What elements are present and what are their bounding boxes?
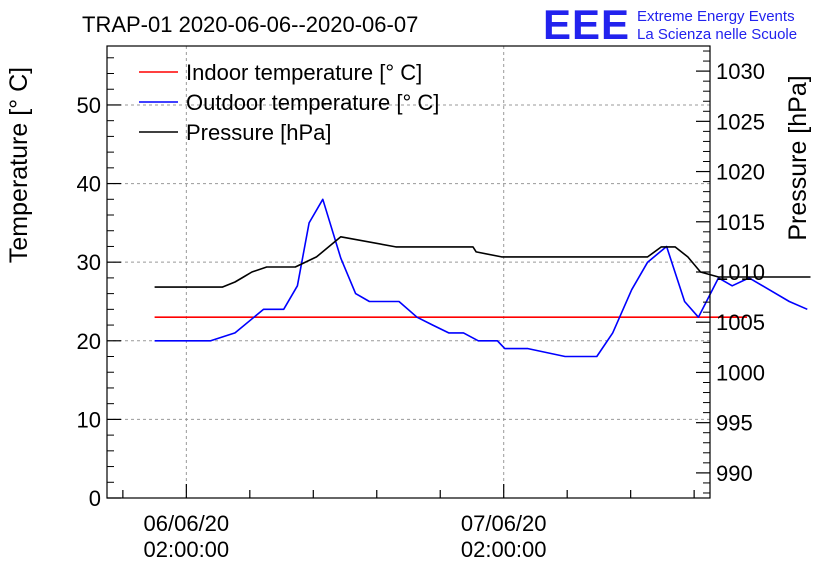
y2-tick-label: 1005 — [716, 310, 765, 335]
y-tick-label: 20 — [77, 329, 101, 354]
eee-logo-line2: La Scienza nelle Scuole — [637, 26, 797, 43]
y2-tick-label: 1020 — [716, 160, 765, 185]
y-axis-label: Temperature [° C] — [5, 67, 33, 263]
series-lines — [154, 198, 811, 358]
x-tick-label-date: 06/06/20 — [144, 511, 230, 536]
legend-pressure-label: Pressure [hPa] — [186, 120, 332, 145]
y2-tick-label: 1010 — [716, 260, 765, 285]
y-tick-label: 40 — [77, 172, 101, 197]
y2-tick-label: 990 — [716, 461, 753, 486]
axes: 0102030405099099510001005101010151020102… — [77, 50, 765, 562]
eee-logo: EEE Extreme Energy Events La Scienza nel… — [543, 1, 797, 48]
y2-tick-label: 995 — [716, 411, 753, 436]
y-tick-label: 30 — [77, 250, 101, 275]
y2-axis-label: Pressure [hPa] — [784, 75, 812, 240]
y2-tick-label: 1000 — [716, 360, 765, 385]
y2-tick-label: 1015 — [716, 210, 765, 235]
x-tick-label-time: 02:00:00 — [461, 537, 547, 562]
y-tick-label: 50 — [77, 93, 101, 118]
x-tick-label-date: 07/06/20 — [461, 511, 547, 536]
y-tick-label: 10 — [77, 407, 101, 432]
eee-logo-line1: Extreme Energy Events — [637, 8, 795, 25]
pressure-line — [154, 236, 811, 288]
y2-tick-label: 1025 — [716, 109, 765, 134]
grid — [107, 46, 710, 498]
x-tick-label-time: 02:00:00 — [144, 537, 230, 562]
y-tick-label: 0 — [89, 486, 101, 511]
legend-outdoor-label: Outdoor temperature [° C] — [186, 90, 439, 115]
y2-tick-label: 1030 — [716, 59, 765, 84]
legend: Indoor temperature [° C] Outdoor tempera… — [139, 60, 439, 145]
outdoor-temperature-line — [154, 198, 808, 358]
eee-logo-mark: EEE — [543, 1, 630, 48]
chart-title: TRAP-01 2020-06-06--2020-06-07 — [82, 12, 418, 37]
legend-indoor-label: Indoor temperature [° C] — [186, 60, 422, 85]
